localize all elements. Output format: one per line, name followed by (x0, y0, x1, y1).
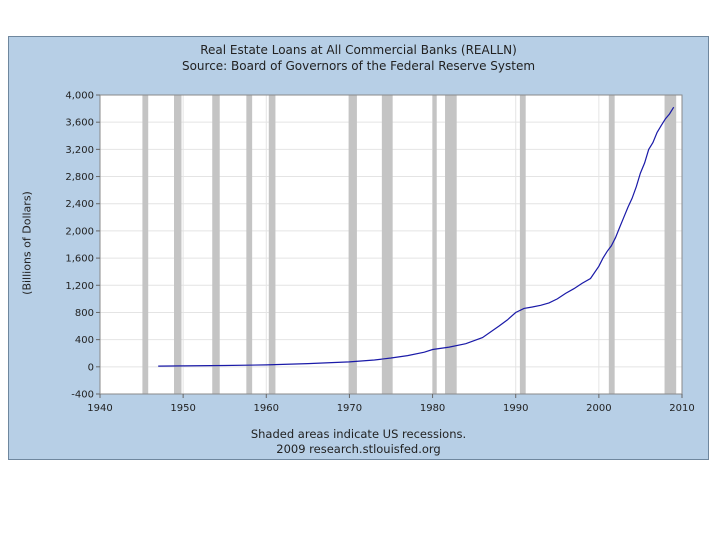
y-tick-label: 800 (75, 308, 94, 319)
chart-frame: Real Estate Loans at All Commercial Bank… (8, 36, 709, 460)
x-tick-label: 1980 (420, 403, 445, 414)
y-tick-label: 3,600 (65, 118, 94, 129)
y-tick-label: -400 (71, 390, 94, 401)
y-tick-label: 0 (88, 362, 94, 373)
plot-area: -400 0 400 800 1,200 1,600 2,000 2,400 2,800 3,20… (65, 91, 694, 415)
recession-band (348, 95, 357, 394)
recession-band (432, 95, 437, 394)
y-tick-label: 4,000 (65, 91, 94, 102)
y-tick-label: 2,400 (65, 199, 94, 210)
y-tick-label: 1,600 (65, 254, 94, 265)
recession-band (142, 95, 149, 394)
x-tick-label: 1950 (170, 403, 195, 414)
x-tick-label: 1970 (337, 403, 362, 414)
y-tick-label: 2,800 (65, 172, 94, 183)
chart-subtitle: Source: Board of Governors of the Federa… (181, 59, 536, 73)
recession-band (246, 95, 253, 394)
recession-band (664, 95, 677, 394)
recession-band (268, 95, 276, 394)
y-tick-label: 1,200 (65, 281, 94, 292)
recession-band (173, 95, 182, 394)
chart-title: Real Estate Loans at All Commercial Bank… (200, 43, 517, 57)
x-tick-label: 1990 (503, 403, 528, 414)
recession-band (445, 95, 457, 394)
x-tick-label: 1940 (87, 403, 112, 414)
recession-band (212, 95, 220, 394)
plot-border (99, 94, 683, 395)
x-tick-label: 1960 (254, 403, 279, 414)
footer-recession-note: Shaded areas indicate US recessions. (250, 427, 467, 441)
y-tick-label: 400 (75, 335, 94, 346)
y-tick-label: 3,200 (65, 145, 94, 156)
recession-band (519, 95, 526, 394)
recession-band (381, 95, 393, 394)
x-tick-label: 2010 (669, 403, 694, 414)
y-tick-label: 2,000 (65, 226, 94, 237)
footer-source: 2009 research.stlouisfed.org (276, 442, 441, 456)
series-line (158, 106, 675, 367)
x-tick-label: 2000 (586, 403, 611, 414)
